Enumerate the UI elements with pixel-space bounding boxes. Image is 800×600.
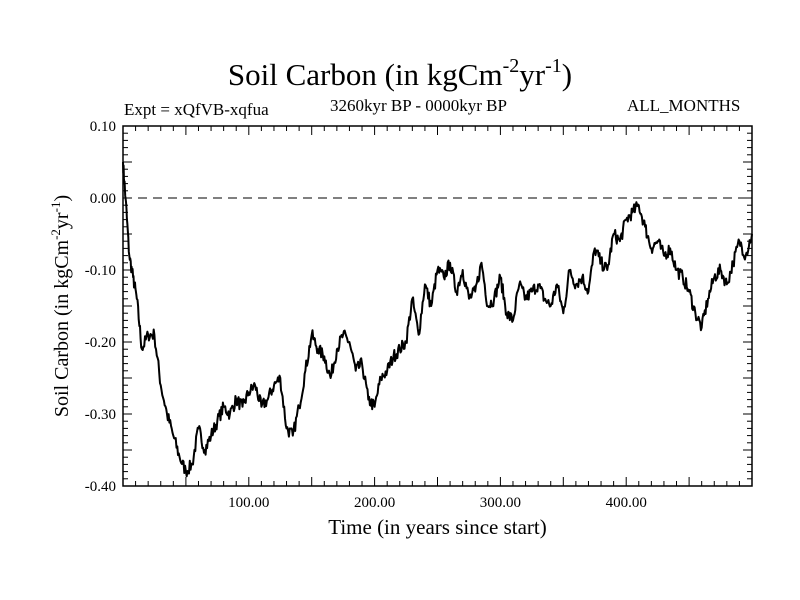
chart-title-exponent-area: -2 bbox=[502, 55, 520, 77]
experiment-label: Expt = xQfVB-xqfua bbox=[124, 100, 269, 119]
series-line-soil-carbon bbox=[122, 161, 753, 478]
period-label: 3260kyr BP - 0000kyr BP bbox=[330, 96, 507, 115]
y-axis-label: Soil Carbon (in kgCm-2yr-1) bbox=[48, 195, 73, 417]
chart-title: Soil Carbon (in kgCm-2yr-1) bbox=[0, 55, 800, 92]
y-axis-label-exponent-time: -1 bbox=[48, 202, 63, 213]
y-tick-label: -0.40 bbox=[85, 479, 116, 495]
x-tick-label: 100.00 bbox=[228, 495, 269, 511]
months-label: ALL_MONTHS bbox=[627, 96, 741, 115]
x-axis-label: Time (in years since start) bbox=[328, 515, 547, 539]
axis-tick-labels: 100.00 200.00 300.00 400.00 0.10 0.00 -0.10 -0.… bbox=[85, 119, 647, 511]
y-axis-label-exponent-area: -2 bbox=[48, 229, 63, 240]
y-axis-label-text: Soil Carbon (in kgCm bbox=[51, 239, 73, 417]
chart-title-text: Soil Carbon (in kgCm bbox=[227, 57, 503, 92]
y-tick-label: -0.20 bbox=[85, 335, 116, 351]
x-axis-label-text: Time (in years since start) bbox=[328, 515, 547, 539]
axis-ticks bbox=[123, 126, 752, 486]
y-tick-label: -0.30 bbox=[85, 407, 116, 423]
chart-title-unit-time: yr bbox=[519, 57, 546, 92]
y-axis-label-unit-time: yr bbox=[51, 212, 73, 229]
chart-title-close: ) bbox=[561, 57, 573, 92]
plot-frame bbox=[122, 125, 753, 487]
y-tick-label: 0.00 bbox=[90, 191, 116, 207]
chart-title-exponent-time: -1 bbox=[545, 55, 562, 77]
y-axis-label-close: ) bbox=[51, 195, 73, 202]
x-tick-label: 200.00 bbox=[354, 495, 395, 511]
y-tick-label: -0.10 bbox=[85, 263, 116, 279]
x-tick-label: 400.00 bbox=[606, 495, 647, 511]
x-tick-label: 300.00 bbox=[480, 495, 521, 511]
y-tick-label: 0.10 bbox=[90, 119, 116, 135]
